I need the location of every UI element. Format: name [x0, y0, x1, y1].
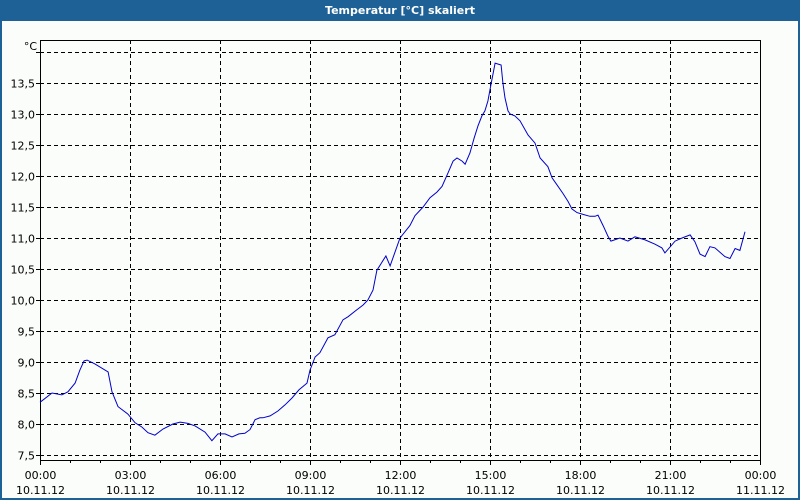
x-tick-time: 12:00	[385, 469, 417, 482]
x-tick-date: 10.11.12	[646, 484, 695, 497]
y-tick-label: 13,5	[11, 78, 36, 91]
x-tick-date: 10.11.12	[196, 484, 245, 497]
temperature-line-chart: 7,5 8,0 8,5 9,0 9,5 10,0 10,5 11,0 11,5 12,0 12,5 1…	[11, 40, 785, 498]
x-tick-time: 03:00	[115, 469, 147, 482]
x-tick-time: 18:00	[565, 469, 597, 482]
x-tick-date: 10.11.12	[466, 484, 515, 497]
chart-canvas: 7,5 8,0 8,5 9,0 9,5 10,0 10,5 11,0 11,5 12,0 12,5 1…	[2, 21, 798, 498]
x-tick-time: 15:00	[475, 469, 507, 482]
y-tick-label: 13,0	[11, 109, 36, 122]
x-tick-time: 06:00	[205, 469, 237, 482]
x-tick-date: 10.11.12	[16, 484, 65, 497]
y-tick-label: 8,5	[18, 388, 36, 401]
y-tick-label: 8,0	[18, 419, 36, 432]
x-tick-date: 10.11.12	[376, 484, 425, 497]
data-series	[39, 62, 746, 442]
grid-lines	[40, 40, 760, 460]
x-tick-date: 10.11.12	[556, 484, 605, 497]
y-tick-label: 7,5	[18, 450, 36, 463]
y-tick-label: 9,5	[18, 326, 36, 339]
temperature-series-line	[39, 62, 746, 442]
y-tick-label: 11,0	[11, 233, 36, 246]
y-unit-label: °C	[24, 40, 38, 53]
x-tick-time: 00:00	[745, 469, 777, 482]
y-tick-label: 9,0	[18, 357, 36, 370]
x-tick-date: 11.11.12	[736, 484, 785, 497]
tick-labels: 7,5 8,0 8,5 9,0 9,5 10,0 10,5 11,0 11,5 12,0 12,5 1…	[11, 78, 785, 498]
x-tick-time: 09:00	[295, 469, 327, 482]
y-tick-label: 12,5	[11, 140, 36, 153]
y-tick-label: 10,5	[11, 264, 36, 277]
axes	[36, 40, 761, 465]
chart-title: Temperatur [°C] skaliert	[325, 4, 475, 17]
y-tick-label: 12,0	[11, 171, 36, 184]
x-tick-date: 10.11.12	[286, 484, 335, 497]
x-tick-time: 21:00	[655, 469, 687, 482]
x-tick-time: 00:00	[25, 469, 57, 482]
y-tick-label: 11,5	[11, 202, 36, 215]
y-tick-label: 10,0	[11, 295, 36, 308]
x-tick-date: 10.11.12	[106, 484, 155, 497]
